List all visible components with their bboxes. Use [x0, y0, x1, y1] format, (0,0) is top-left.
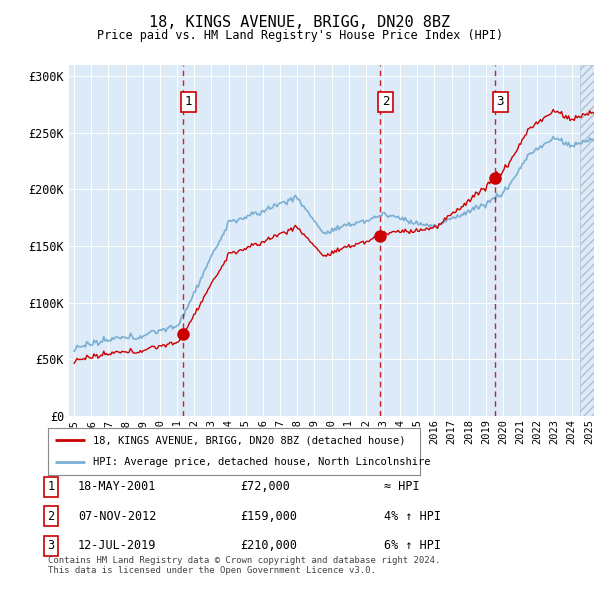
Text: 18, KINGS AVENUE, BRIGG, DN20 8BZ: 18, KINGS AVENUE, BRIGG, DN20 8BZ	[149, 15, 451, 30]
Text: 1: 1	[185, 95, 193, 108]
Text: 07-NOV-2012: 07-NOV-2012	[78, 510, 157, 523]
Text: 2: 2	[382, 95, 389, 108]
Text: 12-JUL-2019: 12-JUL-2019	[78, 539, 157, 552]
Text: 18-MAY-2001: 18-MAY-2001	[78, 480, 157, 493]
Text: Price paid vs. HM Land Registry's House Price Index (HPI): Price paid vs. HM Land Registry's House …	[97, 30, 503, 42]
Text: ≈ HPI: ≈ HPI	[384, 480, 419, 493]
Text: 3: 3	[496, 95, 504, 108]
Text: HPI: Average price, detached house, North Lincolnshire: HPI: Average price, detached house, Nort…	[92, 457, 430, 467]
Text: 3: 3	[47, 539, 55, 552]
Text: 1: 1	[47, 480, 55, 493]
Text: £159,000: £159,000	[240, 510, 297, 523]
Text: £210,000: £210,000	[240, 539, 297, 552]
Text: Contains HM Land Registry data © Crown copyright and database right 2024.
This d: Contains HM Land Registry data © Crown c…	[48, 556, 440, 575]
Text: 18, KINGS AVENUE, BRIGG, DN20 8BZ (detached house): 18, KINGS AVENUE, BRIGG, DN20 8BZ (detac…	[92, 435, 405, 445]
Text: 4% ↑ HPI: 4% ↑ HPI	[384, 510, 441, 523]
Text: 2: 2	[47, 510, 55, 523]
Text: 6% ↑ HPI: 6% ↑ HPI	[384, 539, 441, 552]
Text: £72,000: £72,000	[240, 480, 290, 493]
